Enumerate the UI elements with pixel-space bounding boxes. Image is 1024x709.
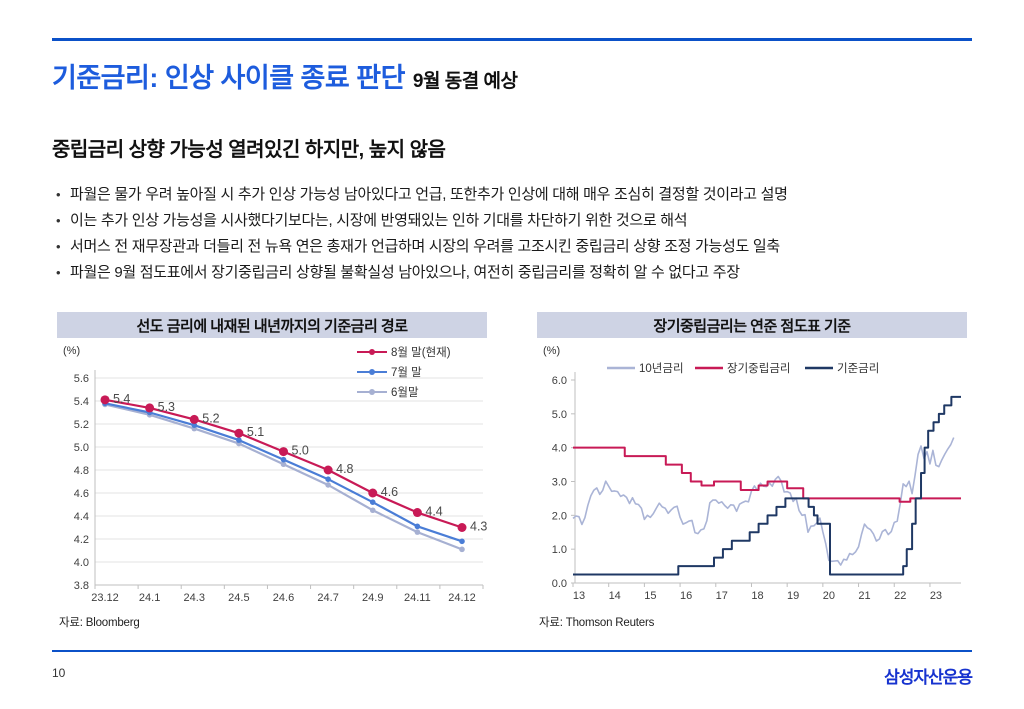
page-title-main: 기준금리: 인상 사이클 종료 판단 <box>52 63 405 93</box>
svg-text:5.1: 5.1 <box>247 425 264 439</box>
page-title: 기준금리: 인상 사이클 종료 판단 9월 동결 예상 <box>52 56 972 95</box>
svg-text:5.4: 5.4 <box>113 392 130 406</box>
svg-text:4.0: 4.0 <box>74 557 89 569</box>
svg-text:21: 21 <box>858 590 870 602</box>
svg-text:24.7: 24.7 <box>317 592 338 604</box>
neutral-rate-chart-source: 자료: Thomson Reuters <box>539 617 655 629</box>
svg-text:5.6: 5.6 <box>74 373 89 385</box>
samsung-asset-management-logo: 삼성자산운용 <box>884 668 973 687</box>
svg-text:23: 23 <box>930 590 942 602</box>
svg-text:17: 17 <box>716 590 728 602</box>
svg-text:0.0: 0.0 <box>552 578 567 590</box>
forward-rates-chart-source: 자료: Bloomberg <box>59 617 140 629</box>
svg-text:(%): (%) <box>543 345 560 357</box>
svg-text:23.12: 23.12 <box>91 592 119 604</box>
svg-text:24.1: 24.1 <box>139 592 160 604</box>
svg-text:(%): (%) <box>63 345 80 357</box>
svg-text:장기중립금리: 장기중립금리 <box>727 362 790 375</box>
bullet-list: 파월은 물가 우려 높아질 시 추가 인상 가능성 남아있다고 언급, 또한추가… <box>56 182 966 286</box>
svg-text:5.0: 5.0 <box>74 442 89 454</box>
svg-text:4.8: 4.8 <box>336 462 353 476</box>
svg-text:10년금리: 10년금리 <box>639 362 684 375</box>
svg-text:16: 16 <box>680 590 692 602</box>
svg-text:19: 19 <box>787 590 799 602</box>
svg-text:20: 20 <box>823 590 835 602</box>
neutral-rate-panel: 장기중립금리는 연준 점도표 기준 (%) 0.0 1.0 2.0 3.0 4.0 5.0 6… <box>537 312 967 630</box>
svg-text:5.2: 5.2 <box>202 411 219 425</box>
page-title-note: 9월 동결 예상 <box>412 71 518 92</box>
bullet-item: 서머스 전 재무장관과 더들리 전 뉴욕 연은 총재가 언급하며 시장의 우려를… <box>56 234 966 260</box>
svg-text:4.0: 4.0 <box>552 443 567 455</box>
svg-text:5.4: 5.4 <box>74 396 89 408</box>
svg-text:3.0: 3.0 <box>552 477 567 489</box>
footer-divider <box>52 650 972 652</box>
svg-text:1.0: 1.0 <box>552 544 567 556</box>
svg-text:14: 14 <box>609 590 621 602</box>
svg-text:4.2: 4.2 <box>74 534 89 546</box>
svg-text:24.11: 24.11 <box>404 592 431 604</box>
svg-text:기준금리: 기준금리 <box>837 362 879 375</box>
svg-text:4.6: 4.6 <box>381 485 398 499</box>
svg-text:4.8: 4.8 <box>74 465 89 477</box>
svg-text:4.3: 4.3 <box>470 520 487 534</box>
svg-text:5.3: 5.3 <box>158 400 175 414</box>
neutral-rate-chart: (%) 0.0 1.0 2.0 3.0 4.0 5.0 6.0 13 14 15 16 17 18 19 20… <box>543 345 961 602</box>
svg-text:24.3: 24.3 <box>184 592 205 604</box>
svg-text:24.6: 24.6 <box>273 592 294 604</box>
top-divider <box>52 38 972 41</box>
svg-text:4.6: 4.6 <box>74 488 89 500</box>
svg-text:24.12: 24.12 <box>448 592 476 604</box>
svg-text:13: 13 <box>573 590 585 602</box>
svg-text:6월말: 6월말 <box>391 385 419 399</box>
svg-text:4.4: 4.4 <box>74 511 89 523</box>
svg-text:2.0: 2.0 <box>552 510 567 522</box>
svg-text:5.0: 5.0 <box>292 444 309 458</box>
svg-text:22: 22 <box>894 590 906 602</box>
svg-text:3.8: 3.8 <box>74 580 89 592</box>
section-heading: 중립금리 상향 가능성 열려있긴 하지만, 높지 않음 <box>52 139 446 161</box>
bullet-item: 이는 추가 인상 가능성을 시사했다기보다는, 시장에 반영돼있는 인하 기대를… <box>56 208 966 234</box>
svg-text:18: 18 <box>751 590 763 602</box>
svg-text:7월 말: 7월 말 <box>391 365 422 379</box>
bullet-item: 파월은 물가 우려 높아질 시 추가 인상 가능성 남아있다고 언급, 또한추가… <box>56 182 966 208</box>
page-number: 10 <box>52 666 66 680</box>
svg-text:5.2: 5.2 <box>74 419 89 431</box>
forward-rates-chart-title: 선도 금리에 내재된 내년까지의 기준금리 경로 <box>57 312 487 338</box>
svg-text:24.5: 24.5 <box>228 592 249 604</box>
svg-text:6.0: 6.0 <box>552 375 567 387</box>
forward-rates-panel: 선도 금리에 내재된 내년까지의 기준금리 경로 (%) 3.8 4.0 4.2 4.4… <box>57 312 487 630</box>
svg-text:4.4: 4.4 <box>425 505 442 519</box>
svg-text:5.0: 5.0 <box>552 409 567 421</box>
forward-rates-chart: (%) 3.8 4.0 4.2 4.4 4.6 4.8 5.0 5.2 5.4 5.6 23.12 24… <box>63 345 487 604</box>
bullet-item: 파월은 9월 점도표에서 장기중립금리 상향될 불확실성 남아있으나, 여전히 … <box>56 260 966 286</box>
svg-text:15: 15 <box>644 590 656 602</box>
svg-text:24.9: 24.9 <box>362 592 383 604</box>
neutral-rate-chart-title: 장기중립금리는 연준 점도표 기준 <box>537 312 967 338</box>
svg-text:8월 말(현재): 8월 말(현재) <box>391 345 451 359</box>
